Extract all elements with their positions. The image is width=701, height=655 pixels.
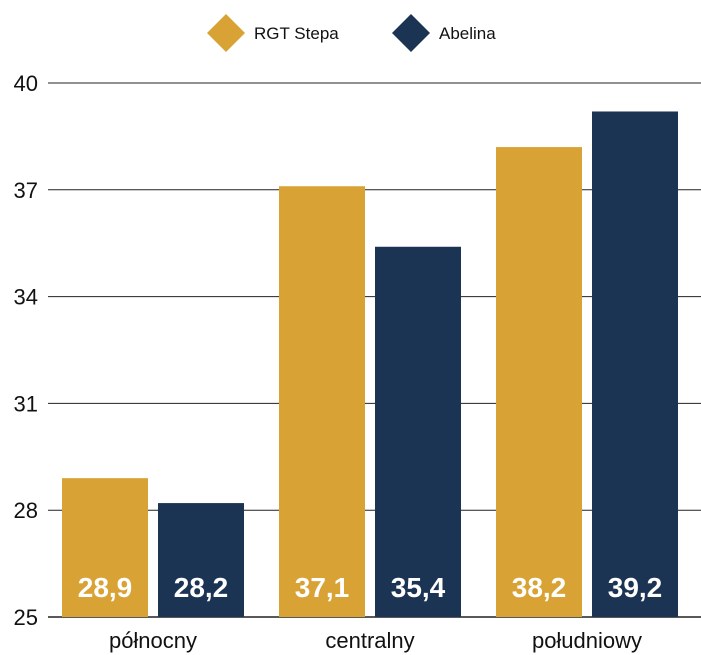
legend-marker (392, 14, 430, 52)
data-label: 35,4 (391, 572, 446, 603)
legend-label: Abelina (439, 24, 496, 43)
y-tick-label: 25 (14, 605, 38, 630)
legend-marker (207, 14, 245, 52)
data-label: 39,2 (608, 572, 663, 603)
y-tick-label: 31 (14, 391, 38, 416)
x-tick-label: południowy (532, 628, 642, 653)
x-tick-label: północny (109, 628, 197, 653)
bar (158, 503, 244, 617)
bar (62, 478, 148, 617)
data-label: 28,9 (78, 572, 133, 603)
data-label: 38,2 (512, 572, 567, 603)
bar (592, 111, 678, 617)
legend-label: RGT Stepa (254, 24, 339, 43)
y-tick-label: 28 (14, 498, 38, 523)
bar (279, 186, 365, 618)
bar (375, 246, 461, 617)
y-tick-label: 37 (14, 178, 38, 203)
x-tick-label: centralny (325, 628, 414, 653)
data-label: 37,1 (295, 572, 350, 603)
y-tick-label: 34 (14, 285, 38, 310)
bar (496, 147, 582, 617)
y-tick-label: 40 (14, 71, 38, 96)
data-label: 28,2 (174, 572, 229, 603)
